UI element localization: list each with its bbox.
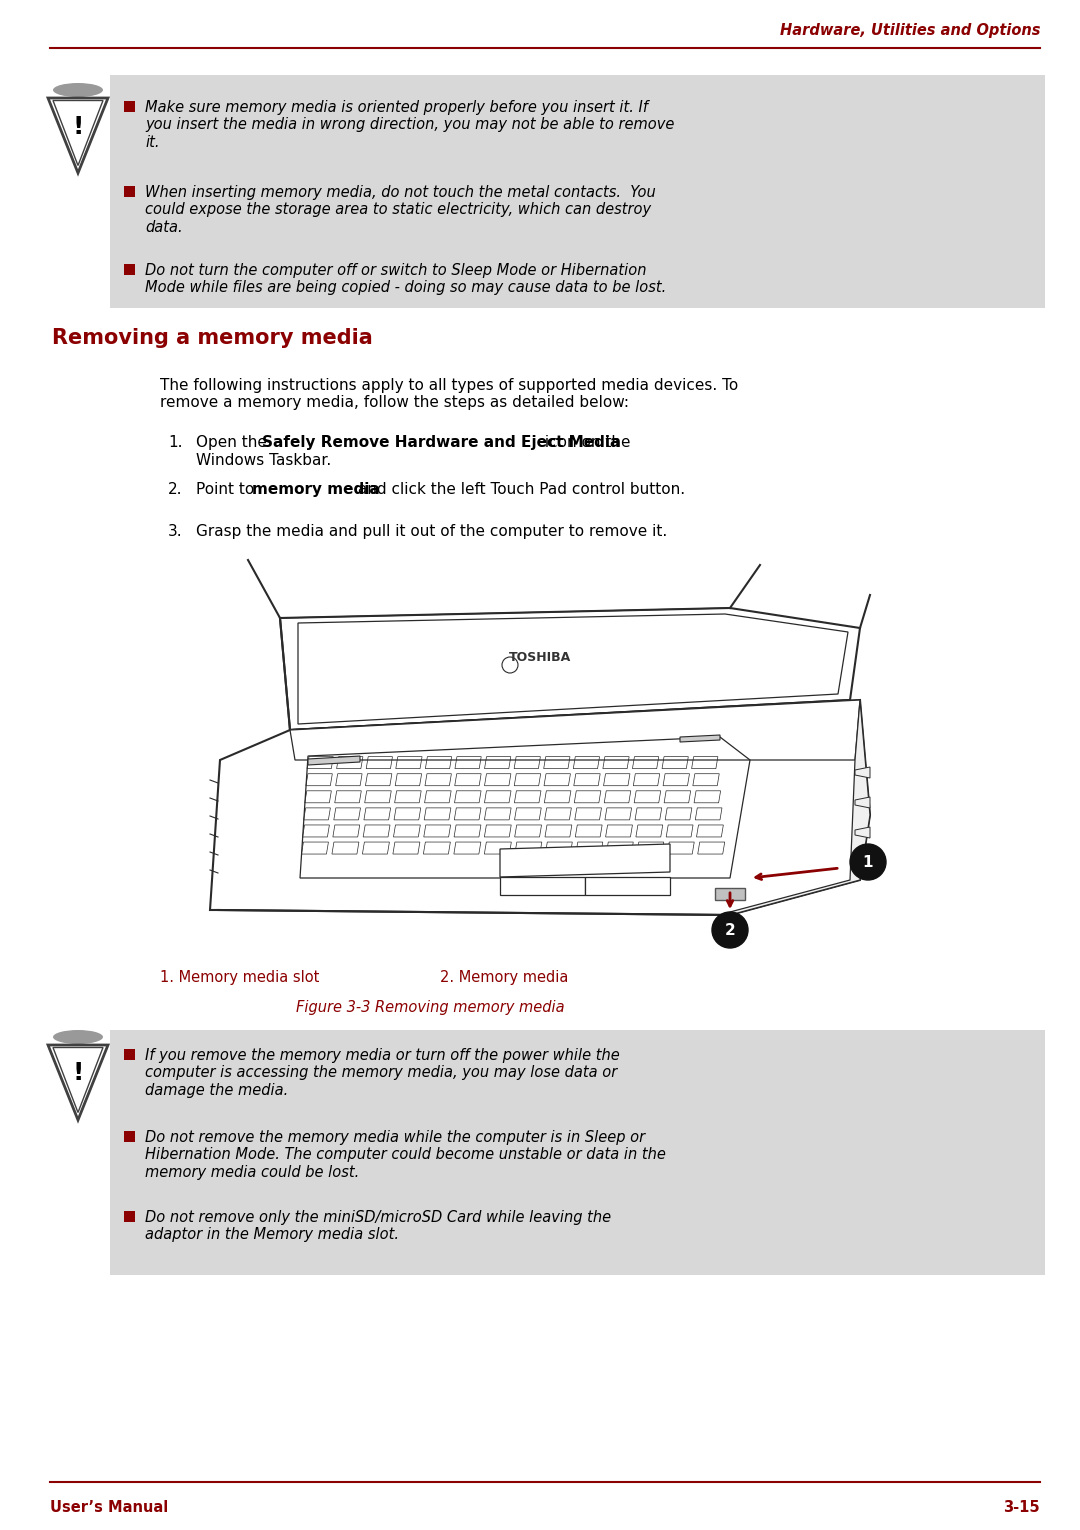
Ellipse shape	[53, 83, 103, 96]
Polygon shape	[855, 767, 870, 777]
Polygon shape	[855, 797, 870, 808]
Bar	[715, 887, 745, 900]
Text: !: !	[72, 1062, 83, 1085]
Text: The following instructions apply to all types of supported media devices. To
rem: The following instructions apply to all …	[160, 378, 739, 410]
Text: Do not remove only the miniSD/microSD Card while leaving the
adaptor in the Memo: Do not remove only the miniSD/microSD Ca…	[145, 1210, 611, 1242]
Polygon shape	[308, 756, 360, 765]
Polygon shape	[291, 701, 860, 760]
Polygon shape	[585, 877, 670, 895]
Text: User’s Manual: User’s Manual	[50, 1499, 168, 1515]
Bar	[124, 101, 135, 112]
Polygon shape	[855, 828, 870, 838]
Polygon shape	[855, 857, 870, 868]
Text: If you remove the memory media or turn off the power while the
computer is acces: If you remove the memory media or turn o…	[145, 1048, 620, 1099]
Text: 1.: 1.	[168, 435, 183, 450]
Text: Hardware, Utilities and Options: Hardware, Utilities and Options	[780, 23, 1040, 38]
Bar	[110, 75, 1045, 308]
Text: Open the: Open the	[195, 435, 272, 450]
Text: memory media: memory media	[252, 482, 380, 497]
Text: Do not turn the computer off or switch to Sleep Mode or Hibernation
Mode while f: Do not turn the computer off or switch t…	[145, 263, 666, 295]
Text: 2: 2	[725, 923, 735, 938]
Text: Windows Taskbar.: Windows Taskbar.	[195, 453, 332, 468]
Text: TOSHIBA: TOSHIBA	[509, 650, 571, 664]
Bar	[124, 1212, 135, 1222]
Text: Grasp the media and pull it out of the computer to remove it.: Grasp the media and pull it out of the c…	[195, 523, 667, 539]
Bar	[124, 187, 135, 197]
Text: When inserting memory media, do not touch the metal contacts.  You
could expose : When inserting memory media, do not touc…	[145, 185, 656, 234]
Text: icon on the: icon on the	[540, 435, 631, 450]
Circle shape	[712, 912, 748, 949]
Polygon shape	[730, 701, 870, 915]
Polygon shape	[48, 1045, 108, 1120]
Bar	[124, 265, 135, 275]
Text: 2. Memory media: 2. Memory media	[440, 970, 568, 985]
Text: Figure 3-3 Removing memory media: Figure 3-3 Removing memory media	[296, 1001, 565, 1014]
Circle shape	[850, 845, 886, 880]
Text: 3-15: 3-15	[1003, 1499, 1040, 1515]
Text: Make sure memory media is oriented properly before you insert it. If
you insert : Make sure memory media is oriented prope…	[145, 99, 674, 150]
Bar	[124, 1131, 135, 1141]
Text: 3.: 3.	[168, 523, 183, 539]
Ellipse shape	[53, 1030, 103, 1043]
Bar	[110, 1030, 1045, 1274]
Polygon shape	[210, 701, 870, 915]
Polygon shape	[280, 607, 860, 730]
Text: 1. Memory media slot: 1. Memory media slot	[160, 970, 320, 985]
Text: Safely Remove Hardware and Eject Media: Safely Remove Hardware and Eject Media	[262, 435, 620, 450]
Polygon shape	[680, 734, 720, 742]
Polygon shape	[48, 98, 108, 173]
Text: !: !	[72, 115, 83, 139]
Text: 2.: 2.	[168, 482, 183, 497]
Text: Do not remove the memory media while the computer is in Sleep or
Hibernation Mod: Do not remove the memory media while the…	[145, 1131, 666, 1180]
Text: Removing a memory media: Removing a memory media	[52, 327, 373, 347]
Bar	[124, 1050, 135, 1060]
Circle shape	[502, 656, 518, 673]
Text: Point to: Point to	[195, 482, 259, 497]
Polygon shape	[500, 877, 585, 895]
Polygon shape	[500, 845, 670, 877]
Text: 1: 1	[863, 854, 874, 869]
Text: and click the left Touch Pad control button.: and click the left Touch Pad control but…	[353, 482, 685, 497]
